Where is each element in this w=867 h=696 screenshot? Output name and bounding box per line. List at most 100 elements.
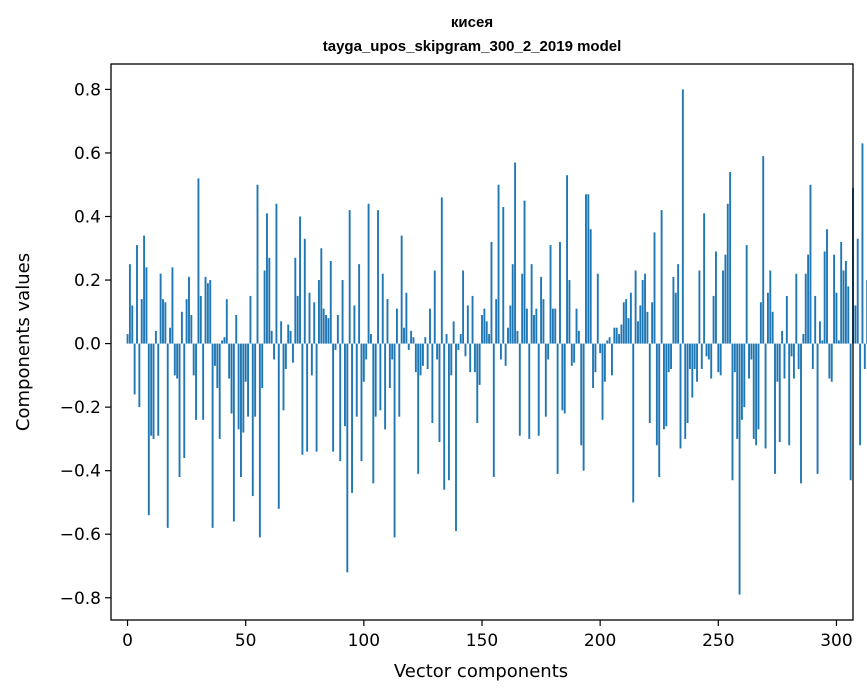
bar: [828, 343, 831, 379]
bar: [585, 194, 587, 344]
y-tick-label: 0.2: [74, 271, 101, 291]
bar: [575, 308, 578, 344]
chart-title-line1: кисея: [451, 14, 493, 31]
bar: [388, 343, 391, 389]
bar: [431, 343, 434, 424]
bar: [157, 343, 160, 436]
bar: [393, 343, 396, 538]
bar: [410, 330, 413, 344]
bar: [303, 238, 306, 344]
bar: [672, 276, 675, 344]
bar: [369, 334, 372, 344]
bar: [273, 343, 275, 360]
bar: [547, 343, 550, 360]
bar: [537, 343, 540, 436]
bar: [256, 184, 259, 344]
bar: [138, 343, 141, 408]
bar: [653, 232, 656, 344]
bar: [254, 343, 257, 417]
bar: [244, 343, 247, 382]
bar: [450, 343, 453, 376]
bar: [341, 280, 344, 344]
bar: [639, 305, 642, 344]
bar: [736, 343, 739, 439]
bar: [469, 343, 472, 373]
bar: [391, 343, 394, 360]
y-tick-label: 0.0: [74, 335, 101, 355]
bar: [230, 343, 233, 414]
bar: [717, 343, 720, 373]
bar: [240, 343, 242, 478]
bar: [344, 343, 346, 427]
y-tick-label: −0.2: [60, 398, 101, 418]
bar: [719, 343, 722, 376]
bar: [651, 302, 654, 344]
bar: [618, 334, 620, 344]
bar: [856, 238, 859, 344]
bar: [263, 270, 266, 344]
bar: [771, 311, 774, 344]
bar: [313, 302, 316, 344]
bar: [670, 343, 672, 370]
bar: [348, 210, 351, 344]
bar: [211, 343, 214, 528]
bar: [724, 254, 727, 344]
bar: [729, 172, 732, 344]
bar: [788, 343, 791, 446]
bar: [601, 343, 604, 420]
bar: [528, 343, 531, 439]
bar: [166, 343, 169, 528]
bar: [414, 343, 417, 373]
bar: [419, 343, 422, 376]
bar: [275, 203, 278, 344]
bar: [223, 337, 226, 344]
bar: [589, 229, 592, 344]
bar: [620, 324, 623, 344]
bar: [559, 241, 561, 344]
bar: [183, 343, 186, 458]
bar: [632, 343, 635, 503]
y-axis-ticks: −0.8 −0.6 −0.4 −0.2 0.0 0.2 0.4 0.6 0.8: [60, 80, 111, 609]
bar: [232, 343, 235, 522]
bar: [287, 324, 290, 344]
bar: [835, 292, 838, 344]
bar: [596, 273, 599, 344]
bar: [807, 254, 810, 344]
bar: [377, 210, 379, 344]
bar: [280, 321, 283, 344]
x-tick-label: 0: [122, 631, 133, 651]
bar: [325, 314, 327, 344]
bar: [292, 343, 294, 363]
bar: [483, 308, 486, 344]
bar: [833, 254, 836, 344]
bar: [218, 343, 221, 439]
bar: [710, 343, 713, 379]
bar: [792, 343, 795, 379]
bar: [521, 273, 524, 344]
bar: [757, 343, 760, 430]
bar: [646, 311, 649, 344]
bar: [180, 311, 183, 344]
bar: [197, 178, 200, 344]
bar: [192, 343, 195, 376]
bar: [689, 343, 691, 370]
bar: [663, 343, 665, 430]
bar: [162, 299, 164, 344]
bar: [495, 299, 498, 344]
bar: [712, 295, 715, 344]
bar: [214, 343, 216, 366]
bar: [611, 343, 613, 376]
bar: [228, 343, 231, 379]
y-axis-label: Components values: [13, 253, 34, 431]
bar: [573, 343, 576, 363]
bar: [443, 343, 446, 490]
bar: [842, 270, 845, 344]
bar: [436, 343, 439, 360]
y-tick-label: 0.8: [74, 80, 101, 100]
bar: [613, 327, 616, 344]
bar: [329, 260, 332, 344]
bar: [332, 343, 335, 452]
bar: [525, 308, 528, 344]
bar: [705, 343, 708, 357]
